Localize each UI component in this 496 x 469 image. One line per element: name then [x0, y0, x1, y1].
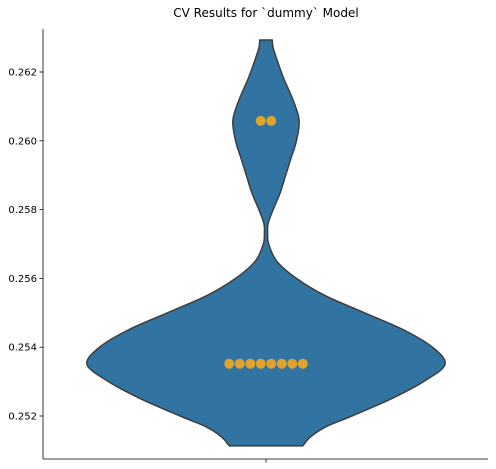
- data-point: [266, 358, 277, 369]
- y-tick-label: 0.258: [8, 205, 37, 216]
- plot-area: [86, 39, 446, 447]
- y-tick-label: 0.256: [8, 274, 37, 285]
- data-point: [224, 358, 235, 369]
- y-axis: 0.252 0.254 0.256 0.258 0.260 0.262: [8, 29, 44, 459]
- y-tick-label: 0.262: [8, 68, 37, 79]
- data-point: [266, 115, 277, 126]
- data-point: [255, 358, 266, 369]
- data-point: [234, 358, 245, 369]
- data-point: [245, 358, 256, 369]
- chart-title: CV Results for `dummy` Model: [173, 6, 358, 20]
- data-point: [297, 358, 308, 369]
- y-tick-label: 0.254: [8, 343, 37, 354]
- data-point: [255, 115, 266, 126]
- y-tick-label: 0.260: [8, 136, 37, 147]
- x-axis: [43, 458, 488, 463]
- data-point: [276, 358, 287, 369]
- violin-body: [86, 39, 446, 447]
- data-point: [287, 358, 298, 369]
- y-tick-label: 0.252: [8, 412, 37, 423]
